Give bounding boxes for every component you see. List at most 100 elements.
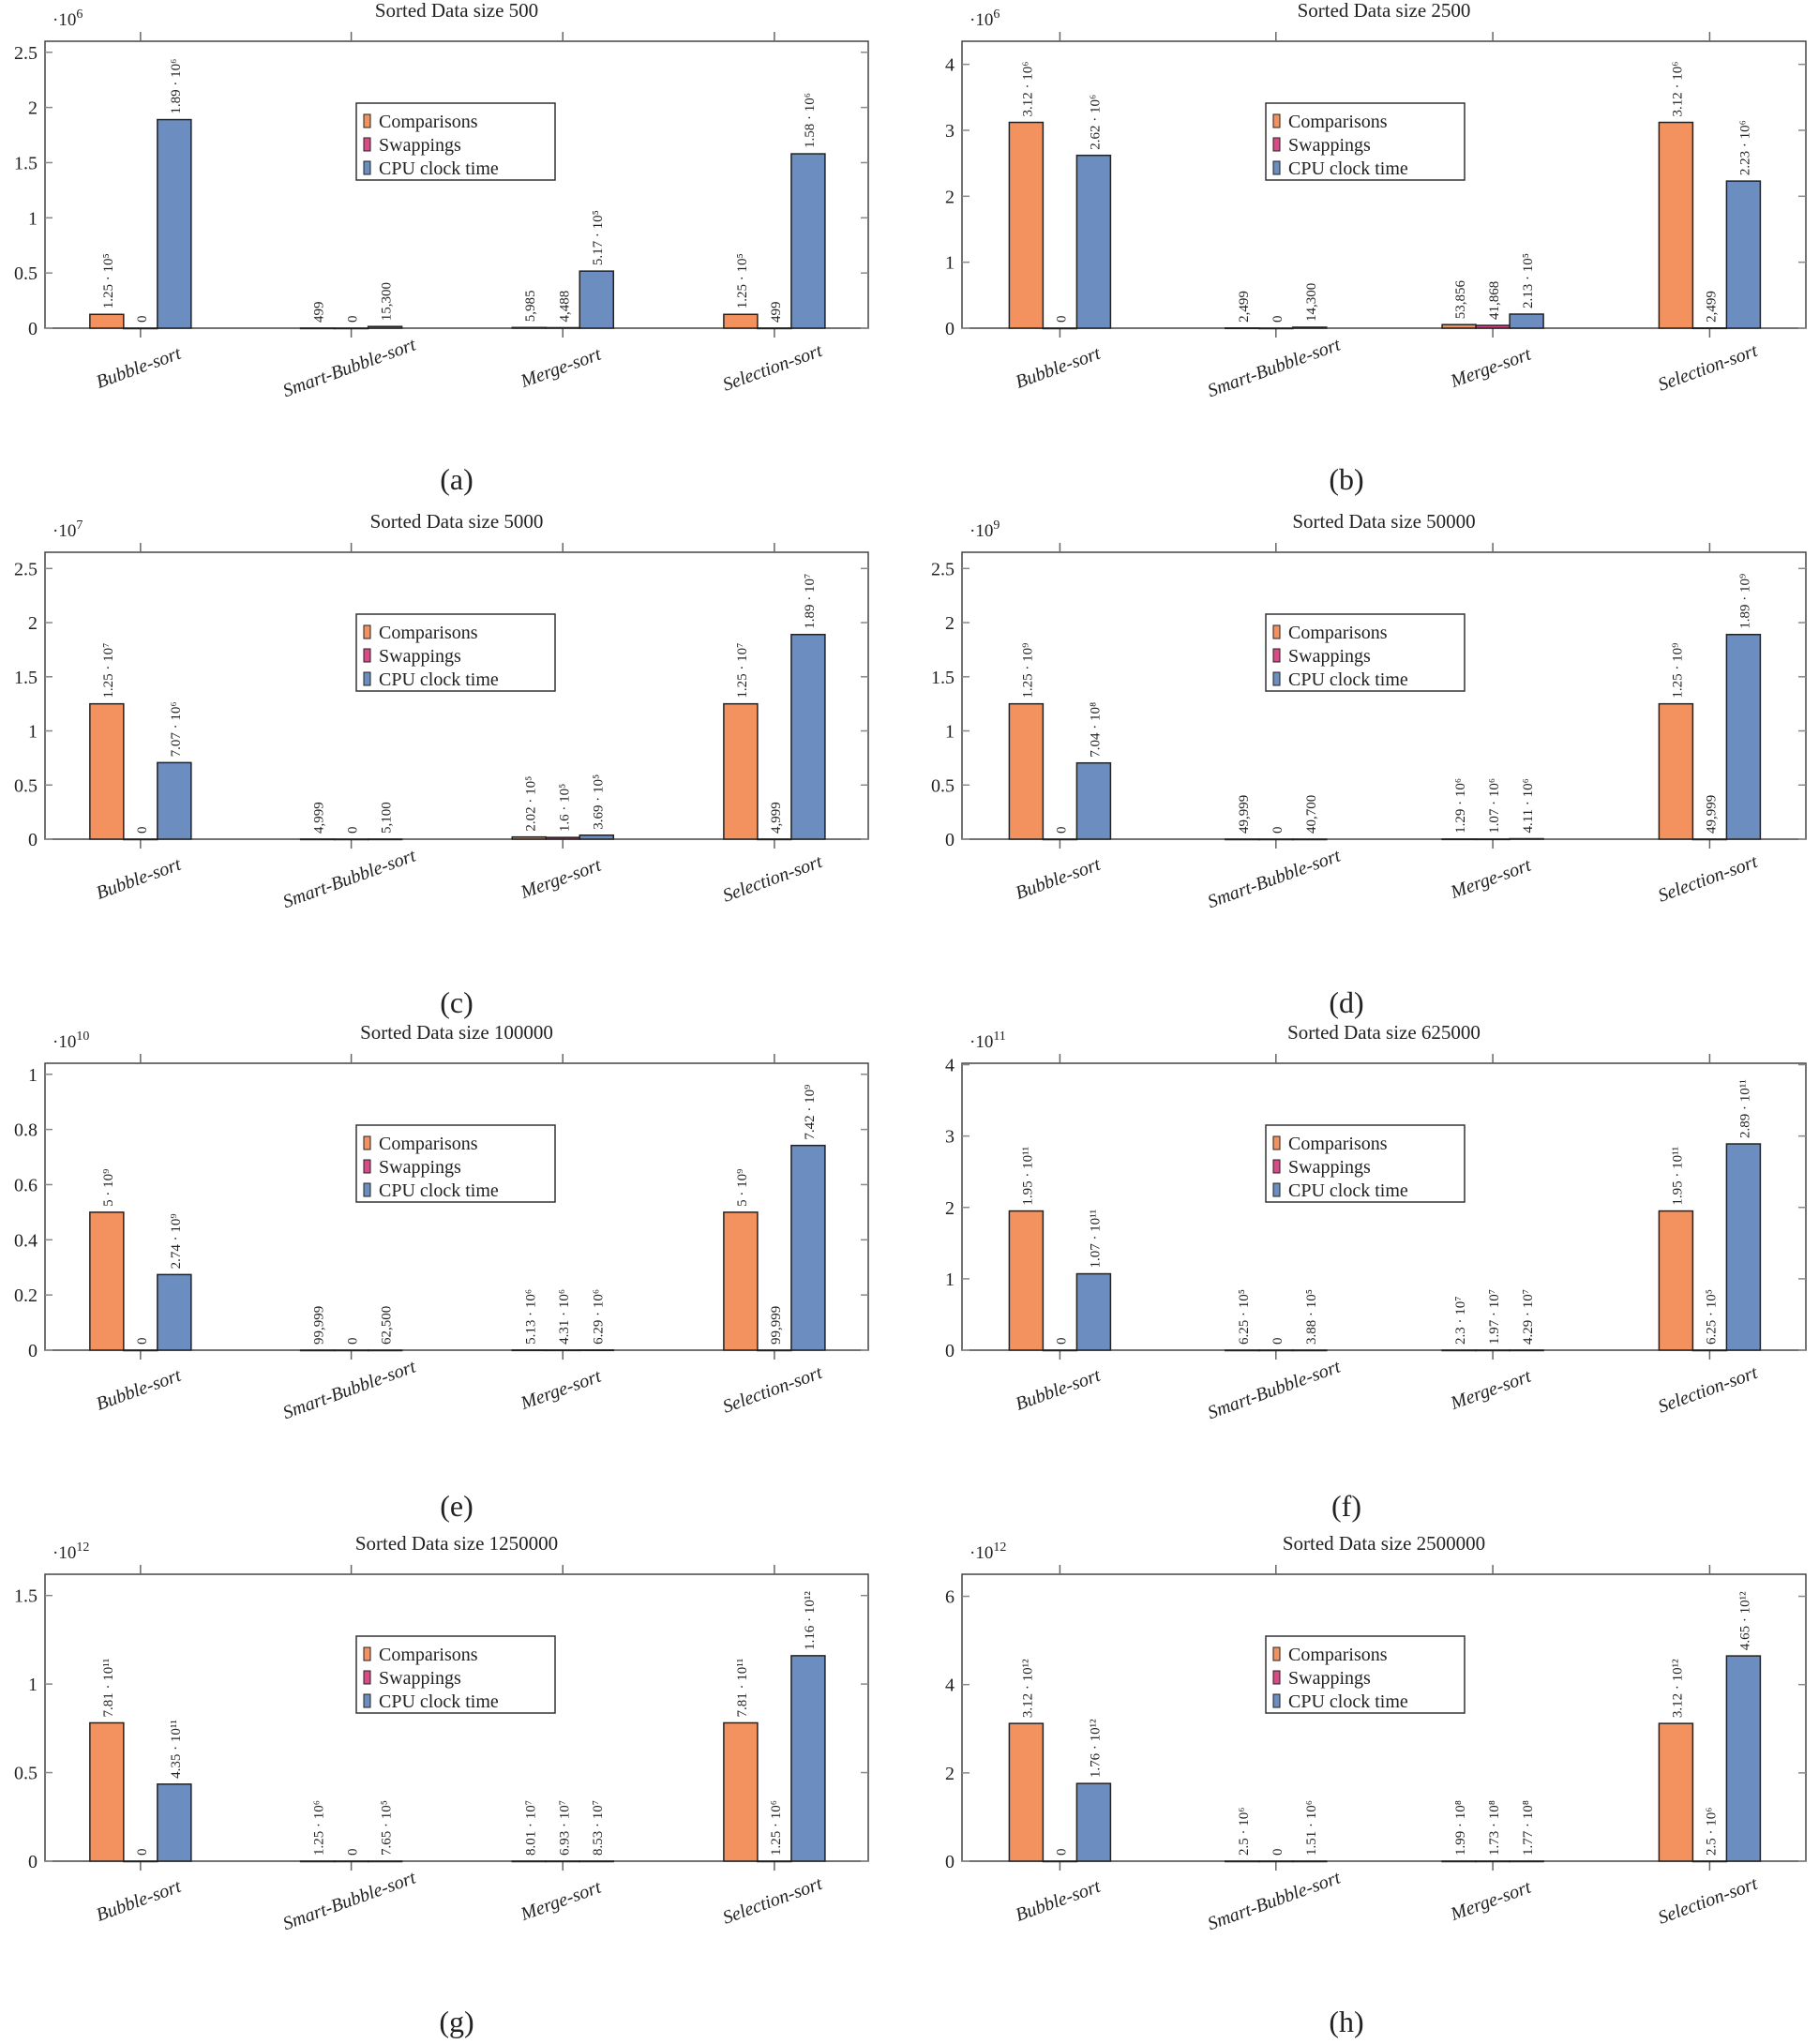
category-label: Smart-Bubble-sort [280, 334, 419, 401]
legend-box [355, 1124, 556, 1203]
legend-swatch-cpu-clock-time [1272, 1182, 1281, 1197]
data-label: 2,499 [1237, 291, 1252, 323]
multiplier-exponent: 7 [76, 519, 83, 533]
bar-swappings [333, 1349, 369, 1352]
bar-comparisons [1225, 838, 1260, 841]
plot-frame [44, 1062, 869, 1351]
bar-cpu-clock-time [367, 1860, 403, 1863]
panel-caption: (c) [440, 985, 474, 1019]
data-label: 5.17 · 10⁵ [591, 210, 606, 265]
category-label: Smart-Bubble-sort [1205, 334, 1344, 401]
y-tick-label: 0 [28, 1852, 38, 1872]
legend-swatch-cpu-clock-time [1272, 160, 1281, 175]
plot-frame [44, 551, 869, 840]
legend-label: Swappings [379, 1157, 461, 1178]
legend-swatch-comparisons [363, 624, 371, 639]
legend-box [355, 102, 556, 181]
legend-box [1265, 1124, 1466, 1203]
data-label: 0 [1270, 827, 1285, 834]
y-tick-label: 2 [28, 98, 38, 119]
data-label: 1.25 · 10⁷ [101, 643, 116, 699]
y-tick-label: 0.5 [14, 1764, 38, 1784]
y-tick-label: 0 [28, 319, 38, 339]
data-label: 40,700 [1304, 795, 1319, 834]
panel-caption: (b) [1329, 462, 1363, 496]
data-label: 0 [346, 1338, 361, 1345]
legend-swatch-cpu-clock-time [363, 671, 371, 686]
bar-swappings [123, 327, 158, 330]
bar-swappings [1691, 1860, 1728, 1863]
bar-comparisons [89, 313, 125, 329]
category-label: Smart-Bubble-sort [1205, 845, 1344, 912]
data-label: 6.25 · 10⁵ [1237, 1289, 1252, 1345]
data-label: 1.77 · 10⁸ [1521, 1800, 1536, 1856]
bar-cpu-clock-time [157, 118, 192, 329]
y-axis-multiplier: ·1012 [53, 1541, 89, 1563]
bar-chart: Sorted Data size 50000 ·109 0 0.5 1 1.5 2 2.5 Bu… [931, 511, 1807, 1019]
y-tick-label: 4 [945, 1056, 955, 1076]
bar-cpu-clock-time [1292, 326, 1328, 329]
category-label: Merge-sort [1447, 855, 1534, 904]
category-label: Merge-sort [518, 1366, 605, 1415]
data-label: 8.53 · 10⁷ [591, 1800, 606, 1856]
bar-cpu-clock-time [157, 1273, 192, 1351]
bar-cpu-clock-time [1075, 154, 1112, 329]
legend-swatch-cpu-clock-time [1272, 671, 1281, 686]
data-label: 7.81 · 10¹¹ [101, 1659, 116, 1718]
bar-cpu-clock-time [790, 1144, 826, 1351]
legend-label: Swappings [379, 135, 461, 156]
data-label: 7.04 · 10⁸ [1088, 702, 1103, 758]
plot-frame [961, 40, 1807, 329]
legend-box [355, 1635, 556, 1714]
bar-comparisons [723, 313, 759, 329]
data-label: 1.89 · 10⁶ [169, 59, 184, 114]
legend-swatch-swappings [1272, 648, 1281, 663]
data-label: 4.65 · 10¹² [1737, 1591, 1752, 1650]
y-tick-label: 1.5 [931, 668, 955, 688]
bar-comparisons [511, 1860, 548, 1863]
bar-comparisons [1658, 1722, 1694, 1862]
data-label: 0 [1270, 1338, 1285, 1345]
bar-cpu-clock-time [1075, 1272, 1112, 1351]
y-tick-label: 0 [945, 1341, 955, 1361]
legend-label: Comparisons [379, 112, 478, 132]
bar-comparisons [1008, 702, 1045, 840]
y-tick-label: 3 [945, 1127, 955, 1148]
data-label: 1.99 · 10⁸ [1453, 1800, 1468, 1856]
bar-comparisons [1441, 323, 1477, 329]
legend-swatch-swappings [363, 1159, 371, 1174]
data-label: 4,488 [557, 291, 572, 323]
multiplier-exponent: 12 [993, 1541, 1006, 1555]
data-label: 1.25 · 10⁷ [735, 643, 750, 699]
bar-swappings [1475, 324, 1511, 329]
bar-cpu-clock-time [157, 761, 192, 840]
data-label: 6.93 · 10⁷ [557, 1800, 572, 1856]
data-label: 1.07 · 10¹¹ [1088, 1210, 1103, 1269]
data-label: 1.76 · 10¹² [1088, 1719, 1103, 1778]
data-label: 4,999 [312, 802, 327, 834]
bar-swappings [123, 838, 158, 841]
category-label: Selection-sort [720, 340, 825, 396]
y-tick-label: 0.2 [14, 1285, 38, 1306]
bar-swappings [1475, 1860, 1511, 1863]
data-label: 2.23 · 10⁶ [1737, 120, 1752, 175]
data-label: 7.42 · 10⁹ [803, 1085, 818, 1140]
data-label: 2,499 [1704, 291, 1719, 323]
category-label: Bubble-sort [1013, 854, 1104, 904]
data-label: 6.25 · 10⁵ [1704, 1289, 1719, 1345]
y-tick-label: 0.4 [14, 1230, 38, 1251]
data-label: 2.5 · 10⁶ [1704, 1808, 1719, 1856]
y-tick-label: 2 [945, 1764, 955, 1784]
multiplier-base: ·10 [53, 1032, 76, 1052]
data-label: 6.29 · 10⁶ [591, 1289, 606, 1345]
bar-comparisons [89, 1721, 125, 1862]
data-label: 0 [1054, 316, 1069, 323]
legend-label: CPU clock time [379, 669, 499, 690]
data-label: 0 [1054, 827, 1069, 834]
bar-comparisons [1225, 1860, 1260, 1863]
data-label: 3.12 · 10⁶ [1670, 62, 1685, 117]
data-label: 8.01 · 10⁷ [523, 1800, 538, 1856]
y-axis-multiplier: ·107 [53, 519, 83, 541]
